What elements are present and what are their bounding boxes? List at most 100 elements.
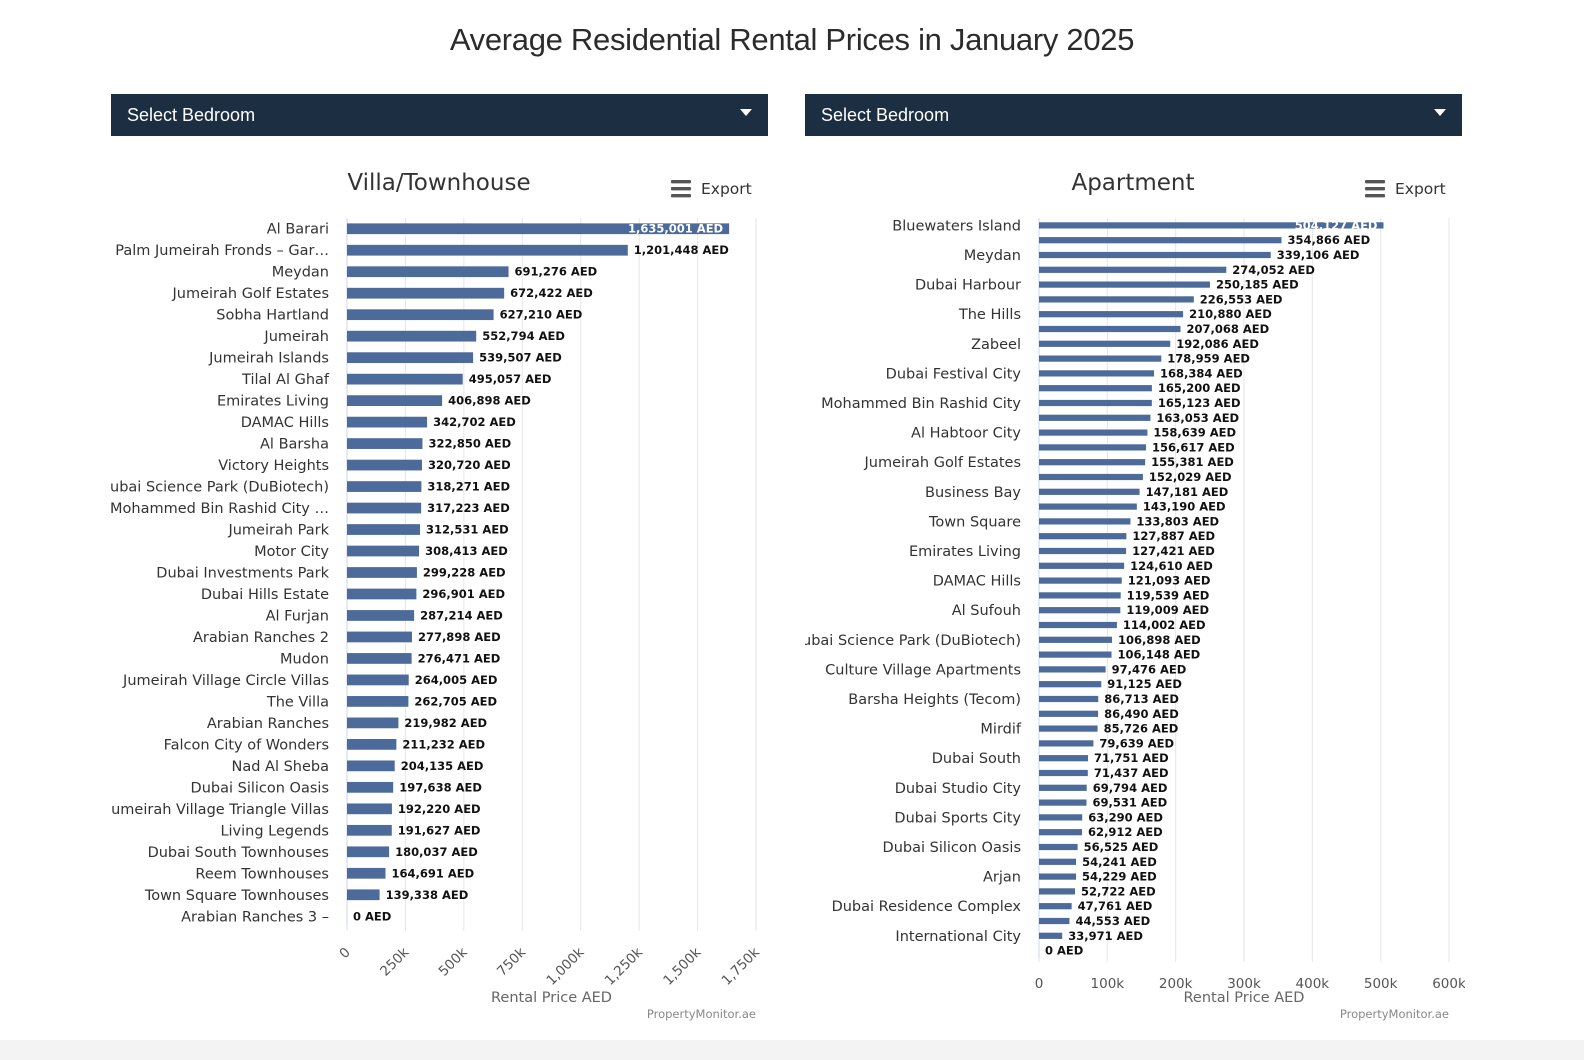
data-label: 86,490 AED: [1104, 707, 1179, 721]
bedroom-select-apartment[interactable]: Select Bedroom: [805, 94, 1462, 136]
bar[interactable]: [347, 459, 422, 471]
bar[interactable]: [347, 781, 394, 793]
data-label: 277,898 AED: [418, 630, 501, 644]
bar[interactable]: [1039, 562, 1125, 569]
bar[interactable]: [1039, 547, 1127, 555]
bar[interactable]: [1039, 636, 1113, 643]
bar[interactable]: [347, 867, 386, 879]
bar[interactable]: [1039, 814, 1083, 821]
bar[interactable]: [1039, 444, 1147, 451]
bar[interactable]: [347, 610, 415, 621]
bar[interactable]: [1039, 251, 1271, 259]
bar[interactable]: [347, 696, 409, 707]
bar[interactable]: [1039, 266, 1227, 273]
bar[interactable]: [347, 803, 392, 815]
bar[interactable]: [1039, 518, 1131, 525]
category-label: Jumeirah Islands: [208, 351, 329, 367]
bar[interactable]: [347, 739, 397, 750]
bar[interactable]: [1039, 488, 1140, 495]
bar[interactable]: [1039, 917, 1070, 925]
bar[interactable]: [347, 760, 395, 772]
bar[interactable]: [1039, 681, 1102, 688]
bar[interactable]: [347, 588, 417, 600]
bar[interactable]: [1039, 577, 1122, 584]
bar[interactable]: [347, 223, 730, 235]
bar[interactable]: [347, 524, 421, 535]
bar[interactable]: [1039, 932, 1063, 939]
category-label: Al Furjan: [266, 608, 329, 624]
bar[interactable]: [1039, 222, 1384, 229]
bar[interactable]: [1039, 296, 1194, 303]
bar[interactable]: [347, 287, 505, 299]
bar[interactable]: [347, 266, 509, 278]
bar[interactable]: [347, 631, 412, 643]
data-label: 52,722 AED: [1081, 884, 1156, 898]
bar[interactable]: [347, 481, 422, 492]
bar[interactable]: [1039, 281, 1210, 288]
bar[interactable]: [347, 502, 422, 514]
bar[interactable]: [1039, 355, 1162, 362]
bar[interactable]: [1039, 740, 1094, 747]
bar[interactable]: [1039, 666, 1106, 673]
data-label: 354,866 AED: [1287, 233, 1370, 247]
bar[interactable]: [347, 309, 494, 321]
bar[interactable]: [347, 373, 463, 385]
bar[interactable]: [1039, 385, 1152, 392]
bar[interactable]: [347, 717, 399, 729]
bar[interactable]: [1039, 325, 1181, 333]
bar[interactable]: [347, 824, 392, 836]
bar[interactable]: [1039, 311, 1184, 318]
bar[interactable]: [347, 674, 409, 686]
bedroom-select-villa[interactable]: Select Bedroom: [111, 94, 768, 136]
x-tick-label: 0: [1035, 976, 1044, 992]
bar[interactable]: [1039, 429, 1148, 436]
bar[interactable]: [1039, 710, 1099, 717]
bar[interactable]: [1039, 858, 1077, 865]
category-label: Tilal Al Ghaf: [241, 372, 330, 388]
bar[interactable]: [1039, 399, 1152, 407]
bar[interactable]: [1039, 340, 1171, 347]
bar[interactable]: [1039, 414, 1151, 421]
bar[interactable]: [1039, 799, 1087, 806]
bar[interactable]: [1039, 695, 1099, 703]
bar[interactable]: [1039, 621, 1117, 629]
bar[interactable]: [1039, 755, 1089, 762]
bar[interactable]: [347, 545, 420, 557]
bar[interactable]: [1039, 533, 1127, 540]
bar[interactable]: [1039, 784, 1087, 791]
bar[interactable]: [347, 244, 628, 256]
export-button[interactable]: Export: [671, 180, 752, 198]
bar[interactable]: [347, 567, 417, 578]
bar[interactable]: [1039, 903, 1072, 910]
data-label: 0 AED: [1045, 944, 1083, 958]
bar[interactable]: [1039, 459, 1146, 466]
data-label: 552,794 AED: [482, 329, 565, 343]
bar[interactable]: [347, 416, 428, 428]
bar[interactable]: [347, 846, 390, 858]
bar[interactable]: [1039, 725, 1098, 732]
export-button[interactable]: Export: [1365, 180, 1446, 198]
bar[interactable]: [347, 438, 423, 449]
bar[interactable]: [347, 395, 443, 406]
bar[interactable]: [1039, 473, 1143, 481]
bar[interactable]: [1039, 829, 1082, 836]
bar[interactable]: [1039, 592, 1121, 599]
bar[interactable]: [347, 889, 380, 901]
bar[interactable]: [347, 330, 477, 342]
category-label: Bluewaters Island: [892, 218, 1021, 234]
bar[interactable]: [347, 352, 474, 364]
bar[interactable]: [1039, 843, 1078, 851]
bar[interactable]: [1039, 888, 1076, 895]
bar[interactable]: [347, 653, 412, 664]
bar[interactable]: [1039, 607, 1121, 614]
bar[interactable]: [1039, 503, 1137, 510]
category-label: Dubai Festival City: [886, 366, 1022, 382]
bar[interactable]: [1039, 237, 1282, 244]
bar[interactable]: [1039, 370, 1155, 377]
bar[interactable]: [1039, 769, 1088, 777]
category-label: Mohammed Bin Rashid City: [821, 396, 1021, 412]
bar[interactable]: [1039, 873, 1077, 880]
data-label: 114,002 AED: [1123, 618, 1206, 632]
category-label: Culture Village Apartments: [825, 662, 1021, 678]
bar[interactable]: [1039, 651, 1112, 658]
